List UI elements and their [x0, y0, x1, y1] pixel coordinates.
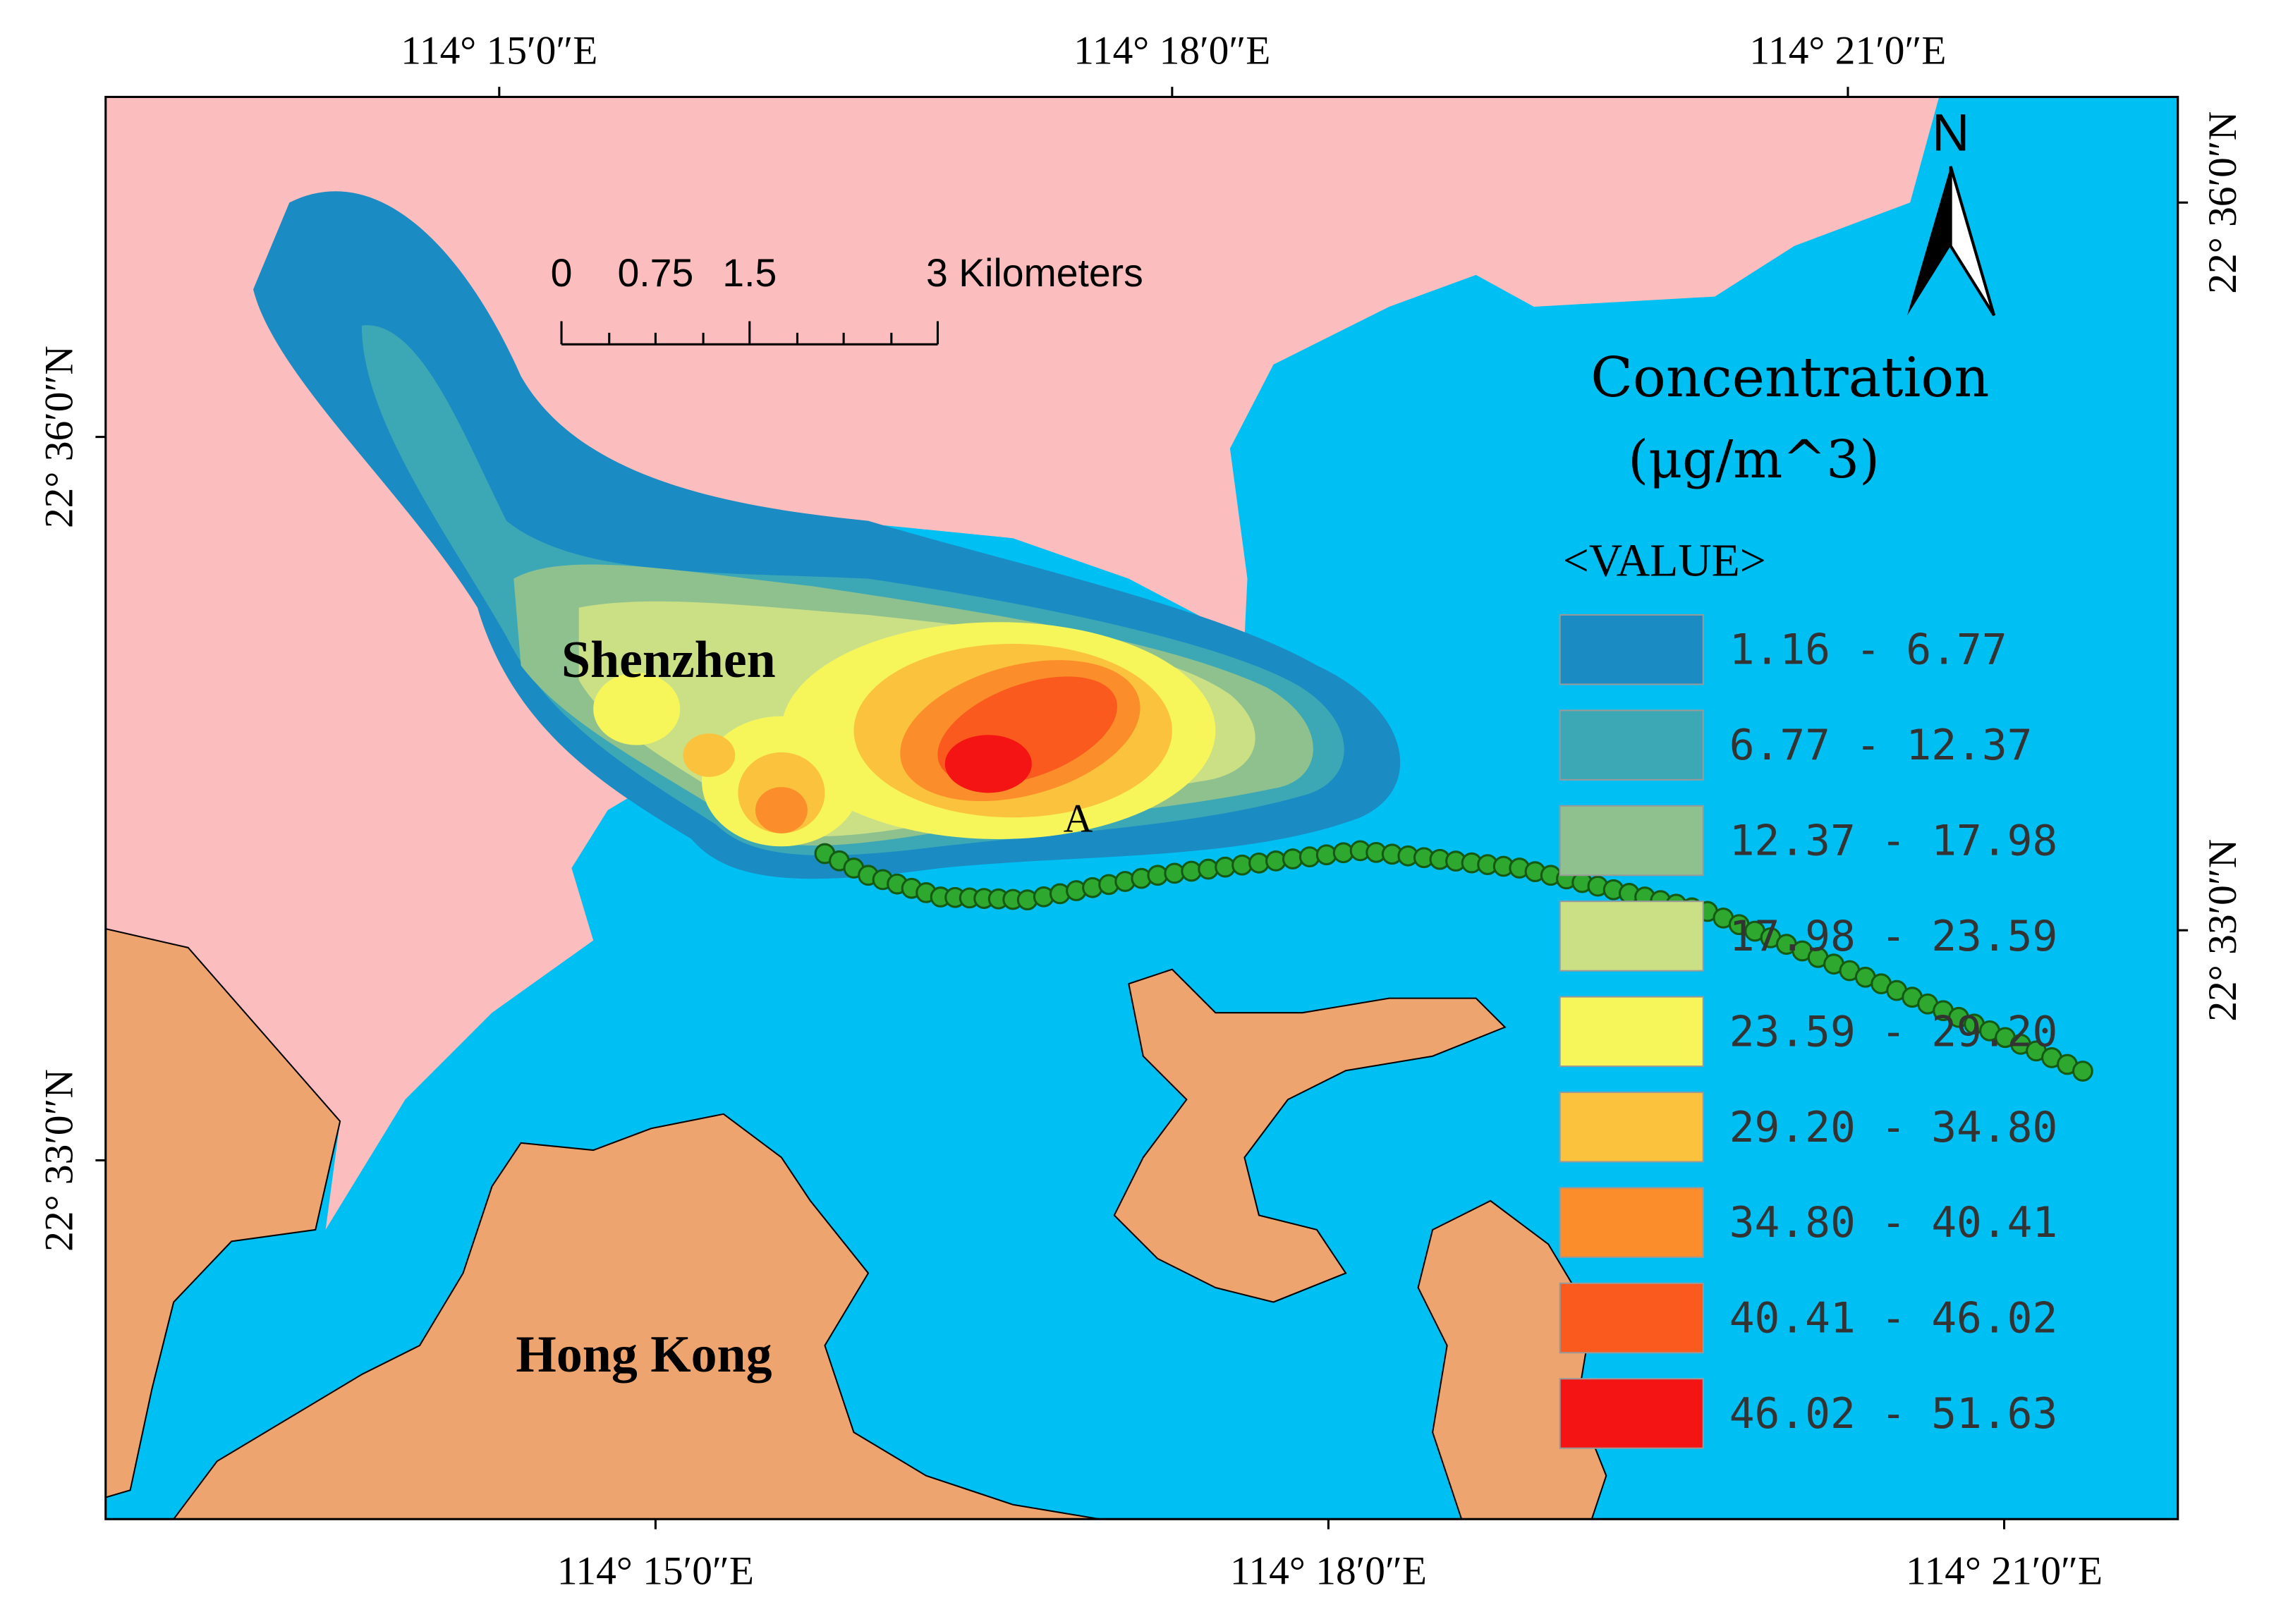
scale-label: 3 Kilometers	[926, 251, 1143, 295]
legend-label: 34.80 - 40.41	[1729, 1199, 2058, 1247]
latitude-label: 22° 33′0″N	[2201, 839, 2245, 1022]
track-point	[1332, 842, 1354, 864]
latitude-label: 22° 36′0″N	[2201, 111, 2245, 294]
legend-label: 12.37 - 17.98	[1729, 817, 2058, 866]
plume	[593, 673, 681, 745]
track-point	[1265, 850, 1286, 872]
legend-swatch	[1559, 1282, 1704, 1354]
legend-label: 23.59 - 29.20	[1729, 1008, 2058, 1056]
legend-swatch	[1559, 900, 1704, 972]
legend-label: 17.98 - 23.59	[1729, 912, 2058, 961]
island	[1113, 968, 1507, 1303]
legend-label: 46.02 - 51.63	[1729, 1390, 2058, 1439]
track-point	[1181, 860, 1203, 882]
legend-label: 40.41 - 46.02	[1729, 1295, 2058, 1343]
plume	[755, 787, 808, 834]
shenzhen-land	[105, 97, 1940, 1230]
plume	[683, 733, 736, 777]
legend-swatch	[1559, 1091, 1704, 1163]
track-point	[1282, 848, 1303, 869]
scale-label: 0	[551, 251, 573, 295]
legend-field: <VALUE>	[1563, 535, 1766, 587]
track-point	[1231, 854, 1253, 876]
north-arrow	[1907, 166, 1996, 317]
tick-marks	[95, 87, 2189, 1530]
track-point	[1198, 858, 1219, 880]
legend-title: Concentration	[1590, 346, 1989, 410]
legend-swatch	[1559, 709, 1704, 781]
legend-swatch	[1559, 996, 1704, 1068]
legend-swatch	[1559, 805, 1704, 877]
legend-unit: (μg/m^3)	[1628, 429, 1880, 490]
latitude-label: 22° 33′0″N	[37, 1069, 82, 1252]
north-arrow-half	[1949, 166, 1996, 317]
legend-label: 1.16 - 6.77	[1729, 626, 2007, 675]
track-point	[1298, 846, 1320, 867]
longitude-label: 114° 21′0″E	[1749, 28, 1946, 73]
latitude-label: 22° 36′0″N	[37, 346, 82, 528]
scale-label: 1.5	[722, 251, 777, 295]
track-point	[1248, 852, 1270, 874]
north-arrow-half	[1907, 166, 1951, 316]
legend-swatch	[1559, 1187, 1704, 1258]
legend-swatch	[1559, 613, 1704, 685]
legend-label: 29.20 - 34.80	[1729, 1104, 2058, 1152]
legend-swatch	[1559, 1378, 1704, 1449]
track-point	[1147, 865, 1169, 886]
track-point	[2072, 1061, 2093, 1082]
plume	[944, 735, 1032, 793]
north-label: N	[1932, 103, 1969, 161]
legend-label: 6.77 - 12.37	[1729, 721, 2033, 770]
scale-label: 0.75	[618, 251, 694, 295]
place-label: Hong Kong	[516, 1325, 772, 1383]
hong-kong-land	[172, 1113, 1100, 1520]
track-point	[1215, 856, 1236, 878]
longitude-label: 114° 18′0″E	[1073, 28, 1270, 73]
place-label: Shenzhen	[561, 630, 776, 688]
legend: 1.16 - 6.77 6.77 - 12.37 12.37 - 17.98 17.9…	[1559, 613, 2058, 1449]
longitude-label: 114° 15′0″E	[401, 28, 597, 73]
track-point	[1164, 862, 1186, 884]
point-label: A	[1064, 797, 1093, 841]
scale-bar	[560, 321, 939, 346]
ship-track	[814, 840, 2093, 1082]
longitude-label: 114° 18′0″E	[1230, 1549, 1427, 1594]
longitude-label: 114° 21′0″E	[1906, 1549, 2103, 1594]
hong-kong-land	[104, 927, 341, 1498]
longitude-label: 114° 15′0″E	[557, 1549, 754, 1594]
map-frame	[104, 95, 2179, 1520]
track-point	[1315, 844, 1337, 866]
